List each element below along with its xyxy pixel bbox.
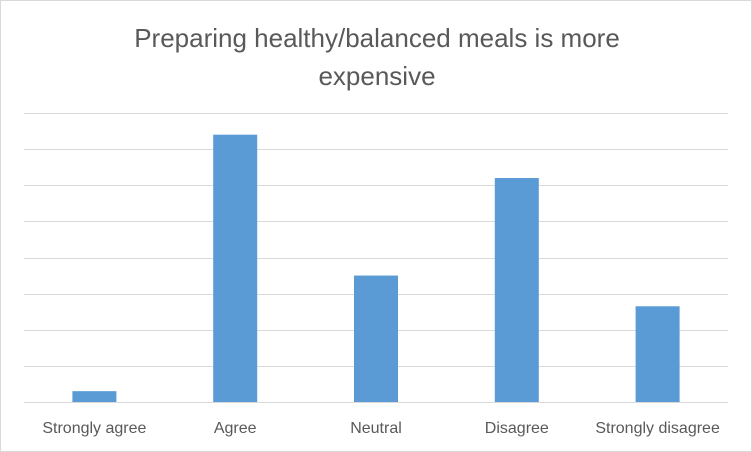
chart-title: Preparing healthy/balanced meals is more… xyxy=(1,19,752,95)
chart-title-line-1: Preparing healthy/balanced meals is more xyxy=(134,23,620,53)
x-tick-label: Strongly agree xyxy=(42,420,146,437)
x-tick-label: Neutral xyxy=(350,420,402,437)
bar-strongly-disagree xyxy=(635,306,680,402)
x-tick-label: Agree xyxy=(214,420,257,437)
bar-neutral xyxy=(354,275,398,402)
x-tick-label: Disagree xyxy=(485,420,549,437)
bar-agree xyxy=(213,134,258,403)
bar-strongly-agree xyxy=(72,391,117,402)
x-tick-label: Strongly disagree xyxy=(595,420,720,437)
bar-disagree xyxy=(494,178,539,402)
chart-title-line-2: expensive xyxy=(318,61,436,91)
